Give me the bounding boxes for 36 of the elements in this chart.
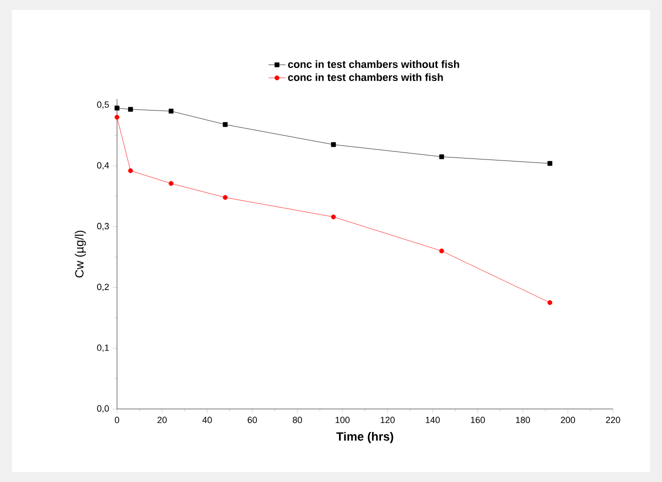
x-tick-label: 100 — [336, 416, 350, 424]
legend-label: conc in test chambers without fish — [288, 60, 460, 68]
x-tick-label: 160 — [470, 416, 485, 424]
x-tick-label: 80 — [292, 416, 302, 424]
x-tick-label: 220 — [606, 416, 620, 424]
x-tick-label: 180 — [516, 416, 530, 424]
point — [128, 168, 133, 174]
x-tick-label: 40 — [202, 416, 212, 424]
point — [547, 161, 552, 166]
point — [128, 106, 133, 112]
point — [439, 248, 444, 254]
legend-label: conc in test chambers with fish — [288, 73, 443, 82]
x-tick-label: 0 — [114, 416, 120, 424]
point — [331, 142, 336, 147]
point — [168, 108, 174, 114]
x-tick-label: 140 — [426, 416, 440, 424]
point — [331, 214, 336, 220]
y-tick-label: 0,2 — [97, 284, 109, 292]
y-tick-label: 0,1 — [97, 344, 109, 352]
point — [114, 106, 120, 111]
point — [222, 195, 228, 200]
x-tick-label: 120 — [380, 416, 395, 424]
point — [439, 154, 444, 160]
y-tick-label: 0,5 — [97, 101, 109, 109]
point — [222, 122, 228, 127]
y-tick-label: 0,3 — [97, 222, 109, 230]
y-axis-title: Cw (µg/l) — [74, 230, 86, 278]
x-axis-title: Time (hrs) — [336, 432, 394, 444]
x-tick-label: 20 — [158, 416, 167, 424]
point — [547, 300, 552, 306]
y-tick-label: 0,0 — [97, 405, 109, 413]
point — [168, 181, 174, 186]
y-tick-label: 0,4 — [97, 162, 109, 170]
point — [114, 114, 120, 120]
x-tick-label: 200 — [560, 416, 576, 424]
x-tick-label: 60 — [248, 416, 257, 424]
